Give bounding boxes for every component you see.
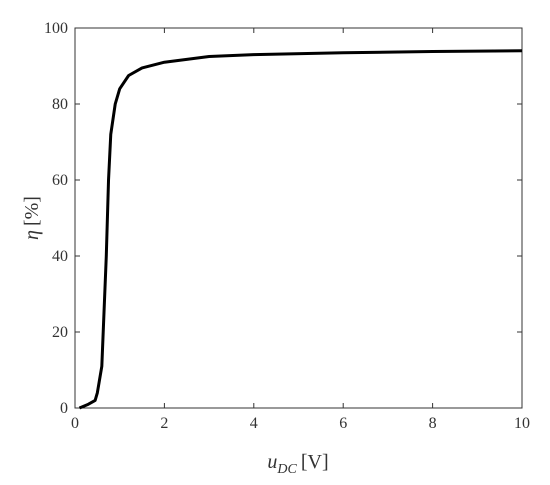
x-axis-label: uDC [V] <box>267 451 328 477</box>
line <box>78 49 523 410</box>
x-tick-label: 4 <box>250 415 258 432</box>
x-tick-label: 6 <box>339 415 347 432</box>
y-tick-label: 100 <box>44 20 68 37</box>
y-tick-label: 40 <box>52 248 68 265</box>
x-tick-label: 0 <box>71 415 79 432</box>
y-tick-label: 80 <box>52 96 68 113</box>
y-tick-label: 20 <box>52 324 68 341</box>
y-axis-label: η [%] <box>21 196 43 240</box>
x-tick-label: 8 <box>429 415 437 432</box>
plot-frame <box>74 27 523 409</box>
x-label-symbol: u <box>267 451 277 473</box>
y-label-symbol: η <box>21 230 43 240</box>
y-label-unit: [%] <box>21 196 43 226</box>
x-label-subscript: DC <box>276 462 297 477</box>
x-tick-label: 2 <box>160 415 168 432</box>
y-tick-label: 0 <box>60 400 68 417</box>
x-label-unit: [V] <box>301 451 329 473</box>
y-tick-label: 60 <box>52 172 68 189</box>
x-tick-label: 10 <box>514 415 530 432</box>
